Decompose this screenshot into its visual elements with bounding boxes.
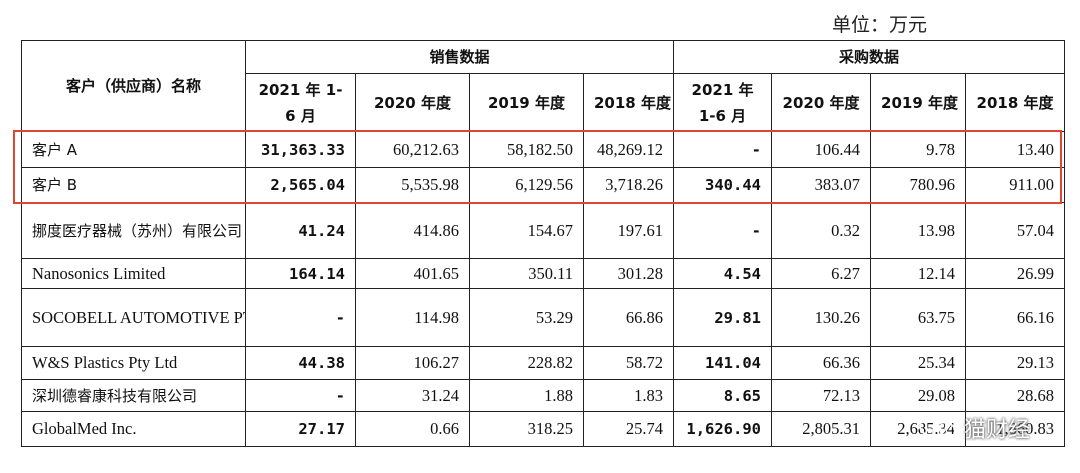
sales-value-cell: 2,565.04 <box>245 167 356 203</box>
purchase-value-cell: 4.54 <box>673 258 773 289</box>
sales-value-cell: 41.24 <box>245 202 356 259</box>
table-row: 客户 A 31,363.33 60,212.63 58,182.50 48,269.12… <box>21 131 1066 168</box>
sales-value-cell: 106.27 <box>355 346 470 380</box>
watermark-text: 猫财经 <box>964 418 1031 443</box>
purchase-value-cell: 13.98 <box>870 202 967 259</box>
purchase-value-cell: 63.75 <box>870 288 967 347</box>
customer-name-cell: 客户 A <box>21 131 246 168</box>
sales-value-cell: 27.17 <box>245 411 356 447</box>
purchase-value-cell: 780.96 <box>870 167 967 203</box>
purchase-value-cell: 0.32 <box>771 202 872 259</box>
sales-value-cell: - <box>245 288 356 347</box>
sales-value-cell: 350.11 <box>469 258 584 289</box>
sales-value-cell: 228.82 <box>469 346 584 380</box>
purchase-value-cell: - <box>673 202 773 259</box>
table-row: 深圳德睿康科技有限公司 -31.24 1.88 1.83 8.65 72.13 29.08 2… <box>21 379 1066 412</box>
sales-value-cell: 58.72 <box>582 346 675 380</box>
purchase-value-cell: 13.40 <box>965 131 1066 168</box>
purchase-value-cell: 340.44 <box>673 167 773 203</box>
table-row: GlobalMed Inc. 27.17 0.66 318.25 25.74 1,626.… <box>21 411 1066 447</box>
sales-value-cell: 60,212.63 <box>355 131 470 168</box>
sales-value-cell: 1.83 <box>582 379 675 412</box>
purchase-value-cell: 6.27 <box>771 258 872 289</box>
customer-name-cell: 深圳德睿康科技有限公司 <box>21 379 246 412</box>
sales-value-cell: 48,269.12 <box>582 131 675 168</box>
purchase-period-header: 2019 年度 <box>870 73 967 132</box>
purchase-value-cell: 9.78 <box>870 131 967 168</box>
purchase-value-cell: 29.81 <box>673 288 773 347</box>
purchase-value-cell: 28.68 <box>965 379 1066 412</box>
sales-period-header: 2018 年度 <box>582 73 675 132</box>
unit-label: 单位：万元 <box>832 14 928 36</box>
sales-value-cell: 154.67 <box>469 202 584 259</box>
purchase-value-cell: 106.44 <box>771 131 872 168</box>
customer-supplier-table: 客户（供应商）名称 销售数据 采购数据 2021 年 1-6 月 2020 年度 2… <box>21 40 1066 447</box>
sales-group-header: 销售数据 <box>244 40 675 74</box>
table-row: SOCOBELL AUTOMOTIVE PTY LTD-114.9853.296… <box>21 288 1066 347</box>
sales-period-header: 2019 年度 <box>469 73 584 132</box>
purchase-value-cell: 66.16 <box>965 288 1066 347</box>
purchase-value-cell: 72.13 <box>771 379 872 412</box>
purchase-value-cell: 25.34 <box>870 346 967 380</box>
sales-value-cell: 414.86 <box>355 202 470 259</box>
purchase-value-cell: 66.36 <box>771 346 872 380</box>
purchase-value-cell: 57.04 <box>965 202 1066 259</box>
purchase-value-cell: 29.08 <box>870 379 967 412</box>
purchase-value-cell: 26.99 <box>965 258 1066 289</box>
sales-value-cell: 318.25 <box>469 411 584 447</box>
sales-value-cell: 164.14 <box>245 258 356 289</box>
table-row: 挪度医疗器械（苏州）有限公司 41.24 414.86 154.67 197.61-0.… <box>21 202 1066 259</box>
sales-period-header: 2020 年度 <box>355 73 470 132</box>
purchase-value-cell: 29.13 <box>965 346 1066 380</box>
purchase-value-cell: 2,805.31 <box>771 411 872 447</box>
purchase-group-header: 采购数据 <box>673 40 1066 74</box>
sales-value-cell: 1.88 <box>469 379 584 412</box>
customer-name-cell: Nanosonics Limited <box>21 258 246 289</box>
table-row: W&S Plastics Pty Ltd 44.38 106.27 228.82 58.… <box>21 346 1066 380</box>
purchase-value-cell: 130.26 <box>771 288 872 347</box>
customer-name-cell: 客户 B <box>21 167 246 203</box>
sales-period-header: 2021 年 1-6 月 <box>245 73 356 132</box>
purchase-period-header: 2021 年 1-6 月 <box>673 73 773 132</box>
sales-value-cell: 31,363.33 <box>245 131 356 168</box>
watermark: 猫财经 <box>918 408 1030 448</box>
sales-value-cell: 25.74 <box>582 411 675 447</box>
table-row: 客户 B 2,565.04 5,535.98 6,129.56 3,718.26 340.… <box>21 167 1066 203</box>
sales-value-cell: 5,535.98 <box>355 167 470 203</box>
sales-value-cell: 197.61 <box>582 202 675 259</box>
purchase-value-cell: 1,626.90 <box>673 411 773 447</box>
sales-value-cell: 114.98 <box>355 288 470 347</box>
purchase-value-cell: 1,860.83 <box>965 411 1066 447</box>
purchase-value-cell: 8.65 <box>673 379 773 412</box>
sales-value-cell: 6,129.56 <box>469 167 584 203</box>
purchase-value-cell: 383.07 <box>771 167 872 203</box>
purchase-value-cell: 12.14 <box>870 258 967 289</box>
sales-value-cell: 58,182.50 <box>469 131 584 168</box>
sales-value-cell: 31.24 <box>355 379 470 412</box>
wechat-icon <box>919 415 956 441</box>
purchase-period-header: 2018 年度 <box>965 73 1066 132</box>
sales-value-cell: 3,718.26 <box>582 167 675 203</box>
sales-value-cell: 53.29 <box>469 288 584 347</box>
purchase-value-cell: - <box>673 131 773 168</box>
customer-name-cell: W&S Plastics Pty Ltd <box>21 346 246 380</box>
sales-value-cell: 66.86 <box>582 288 675 347</box>
sales-value-cell: 0.66 <box>355 411 470 447</box>
sales-value-cell: 44.38 <box>245 346 356 380</box>
sales-value-cell: - <box>245 379 356 412</box>
customer-name-cell: GlobalMed Inc. <box>21 411 246 447</box>
customer-name-header: 客户（供应商）名称 <box>21 40 246 132</box>
table-row: Nanosonics Limited 164.14 401.65 350.11 301.… <box>21 258 1066 289</box>
sales-value-cell: 301.28 <box>582 258 675 289</box>
purchase-value-cell: 911.00 <box>965 167 1066 203</box>
sales-value-cell: 401.65 <box>355 258 470 289</box>
purchase-value-cell: 141.04 <box>673 346 773 380</box>
purchase-period-header: 2020 年度 <box>771 73 872 132</box>
customer-name-cell: SOCOBELL AUTOMOTIVE PTY LTD <box>21 288 246 347</box>
customer-name-cell: 挪度医疗器械（苏州）有限公司 <box>21 202 246 259</box>
